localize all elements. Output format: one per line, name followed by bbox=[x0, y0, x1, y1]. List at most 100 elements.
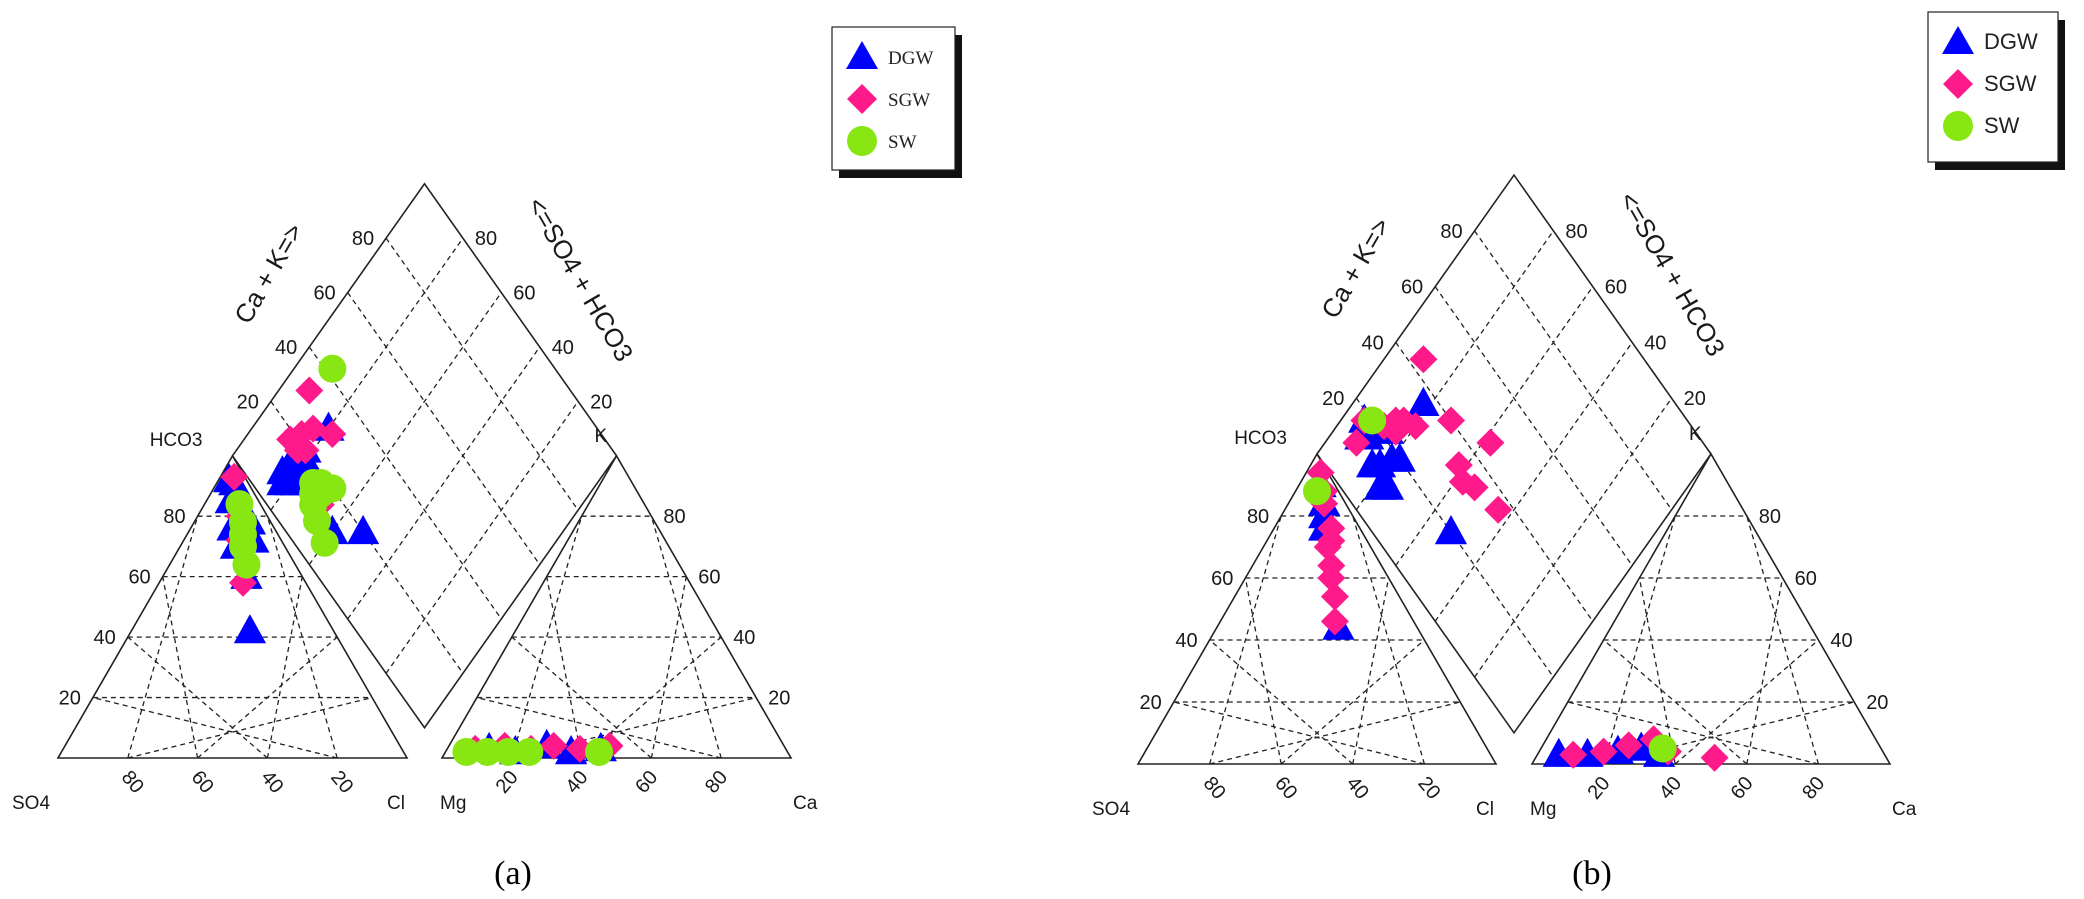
anion-tick-label: 40 bbox=[256, 767, 287, 798]
point-dgw-diamond bbox=[1407, 386, 1440, 416]
point-sw-anion bbox=[232, 550, 261, 579]
diamond-tick-label: 80 bbox=[352, 228, 374, 250]
point-dgw-anion bbox=[233, 614, 267, 644]
diamond-left-axis-title: Ca + K=> bbox=[1315, 213, 1396, 324]
anion-tick-label: 80 bbox=[1247, 506, 1269, 528]
vertex-label-k: K bbox=[1689, 424, 1702, 445]
point-dgw-diamond bbox=[346, 514, 380, 545]
anion-tick-label: 40 bbox=[1342, 773, 1373, 804]
point-dgw-diamond bbox=[1434, 515, 1468, 545]
cation-tick-label: 80 bbox=[1798, 773, 1829, 804]
anion-tick-label: 60 bbox=[187, 767, 218, 798]
diamond-tick-label: 20 bbox=[237, 391, 259, 413]
caption-b: (b) bbox=[1572, 855, 1612, 892]
anion-grid-line bbox=[1173, 701, 1425, 765]
cation-grid-line bbox=[1746, 577, 1784, 765]
legend-label-dgw: DGW bbox=[888, 48, 933, 69]
cation-grid-line bbox=[1603, 639, 1748, 765]
point-sw-cation bbox=[473, 737, 502, 766]
vertex-label-hco3: HCO3 bbox=[150, 430, 203, 451]
diamond-tick-label: 20 bbox=[1684, 388, 1706, 410]
point-sgw-diamond bbox=[1484, 495, 1513, 524]
anion-grid-line bbox=[266, 576, 303, 759]
anion-tick-label: 40 bbox=[94, 627, 116, 649]
legend-marker-dgw bbox=[846, 41, 878, 69]
anion-tick-label: 20 bbox=[326, 767, 357, 798]
diamond-grid-line bbox=[347, 346, 541, 620]
legend-marker-sgw bbox=[847, 84, 877, 114]
cation-grid-line bbox=[1603, 701, 1855, 765]
point-sw-cation bbox=[585, 737, 614, 766]
anion-grid-line bbox=[127, 696, 373, 759]
diamond-tick-label: 60 bbox=[1401, 277, 1423, 299]
caption-a: (a) bbox=[494, 855, 532, 892]
point-sgw-anion bbox=[220, 462, 249, 491]
legend-label-sgw: SGW bbox=[1984, 71, 2037, 96]
cation-tick-label: 60 bbox=[1795, 568, 1817, 590]
cation-grid-line bbox=[1602, 515, 1676, 765]
anion-grid-line bbox=[92, 696, 338, 759]
point-sgw-diamond bbox=[295, 376, 324, 405]
point-sw-diamond bbox=[318, 354, 347, 383]
anion-tick-label: 20 bbox=[59, 688, 81, 710]
diamond-tick-label: 60 bbox=[313, 283, 335, 305]
point-dgw-diamond bbox=[1356, 448, 1389, 478]
point-dgw-diamond bbox=[266, 466, 299, 496]
diamond-tick-label: 40 bbox=[1644, 332, 1666, 354]
anion-tick-label: 20 bbox=[1140, 692, 1162, 714]
diamond-tick-label: 40 bbox=[1362, 332, 1384, 354]
point-sw-anion bbox=[1303, 477, 1331, 506]
anion-grid-line bbox=[1352, 577, 1390, 765]
diamond-grid-line bbox=[1395, 286, 1594, 566]
point-sgw-diamond bbox=[318, 420, 347, 448]
cation-tick-label: 40 bbox=[561, 767, 592, 798]
cation-tick-label: 20 bbox=[492, 767, 523, 798]
anion-triangle bbox=[1136, 452, 1498, 765]
legend-marker-sgw bbox=[1943, 69, 1973, 99]
diamond-tick-label: 40 bbox=[275, 337, 297, 359]
point-sgw-cation bbox=[1589, 737, 1618, 766]
piper-plot-b: 20 20 20 20 20 20 40 40 40 40 40 40 60 60 60 60 60 60 80 80… bbox=[1092, 11, 2065, 820]
legend-marker-dgw bbox=[1942, 26, 1974, 54]
anion-tick-label: 20 bbox=[1413, 773, 1444, 804]
cation-grid-line bbox=[511, 636, 652, 759]
cation-grid-line bbox=[1746, 515, 1820, 765]
diamond-tick-label: 60 bbox=[513, 283, 535, 305]
diamond-left-axis-title: Ca + K=> bbox=[228, 218, 309, 329]
point-sgw-diamond bbox=[1409, 345, 1438, 374]
cation-tick-label: 60 bbox=[1727, 773, 1758, 804]
point-sgw-cation bbox=[1700, 743, 1729, 772]
anion-grid-line bbox=[1209, 701, 1461, 765]
point-sgw-cation bbox=[539, 731, 568, 760]
legend: DGW SGW SW bbox=[1927, 11, 2065, 170]
diamond-tick-label: 80 bbox=[475, 228, 497, 250]
diamond-grid-line bbox=[308, 346, 502, 620]
anion-tick-label: 80 bbox=[117, 767, 148, 798]
diamond-grid-line bbox=[1434, 286, 1633, 566]
point-sgw-diamond bbox=[276, 425, 305, 454]
vertex-label-cl: Cl bbox=[1476, 799, 1494, 820]
point-dgw-diamond bbox=[1371, 470, 1405, 500]
point-sw-diamond bbox=[318, 474, 347, 503]
diamond-grid-line bbox=[308, 292, 502, 565]
cation-tick-label: 20 bbox=[768, 688, 790, 710]
anion-tick-label: 60 bbox=[1270, 773, 1301, 804]
point-sgw-anion bbox=[1317, 564, 1346, 592]
anion-grid-line bbox=[266, 516, 338, 759]
legend-label-dgw: DGW bbox=[1984, 29, 2038, 54]
cation-tick-label: 40 bbox=[1830, 630, 1852, 652]
point-sw-diamond bbox=[1358, 406, 1387, 435]
diamond-field bbox=[1316, 173, 1712, 735]
anion-grid-line bbox=[127, 636, 268, 759]
point-sgw-cation bbox=[1614, 731, 1643, 760]
anion-grid-line bbox=[162, 576, 199, 759]
cation-grid-line bbox=[1638, 577, 1676, 765]
diamond-right-axis-title: <=SO4 + HCO3 bbox=[521, 192, 639, 367]
cation-grid-line bbox=[1567, 701, 1819, 765]
anion-grid-line bbox=[127, 516, 199, 759]
anion-grid-line bbox=[1244, 577, 1282, 765]
diamond-grid-line bbox=[347, 292, 541, 565]
diamond-tick-label: 80 bbox=[1440, 221, 1462, 243]
point-sw-cation bbox=[494, 737, 523, 766]
cation-grid-line bbox=[650, 576, 687, 759]
